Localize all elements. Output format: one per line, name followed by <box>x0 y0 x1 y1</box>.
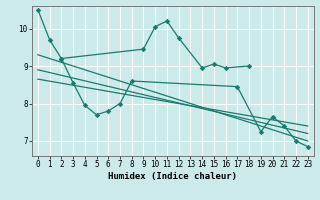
X-axis label: Humidex (Indice chaleur): Humidex (Indice chaleur) <box>108 172 237 181</box>
